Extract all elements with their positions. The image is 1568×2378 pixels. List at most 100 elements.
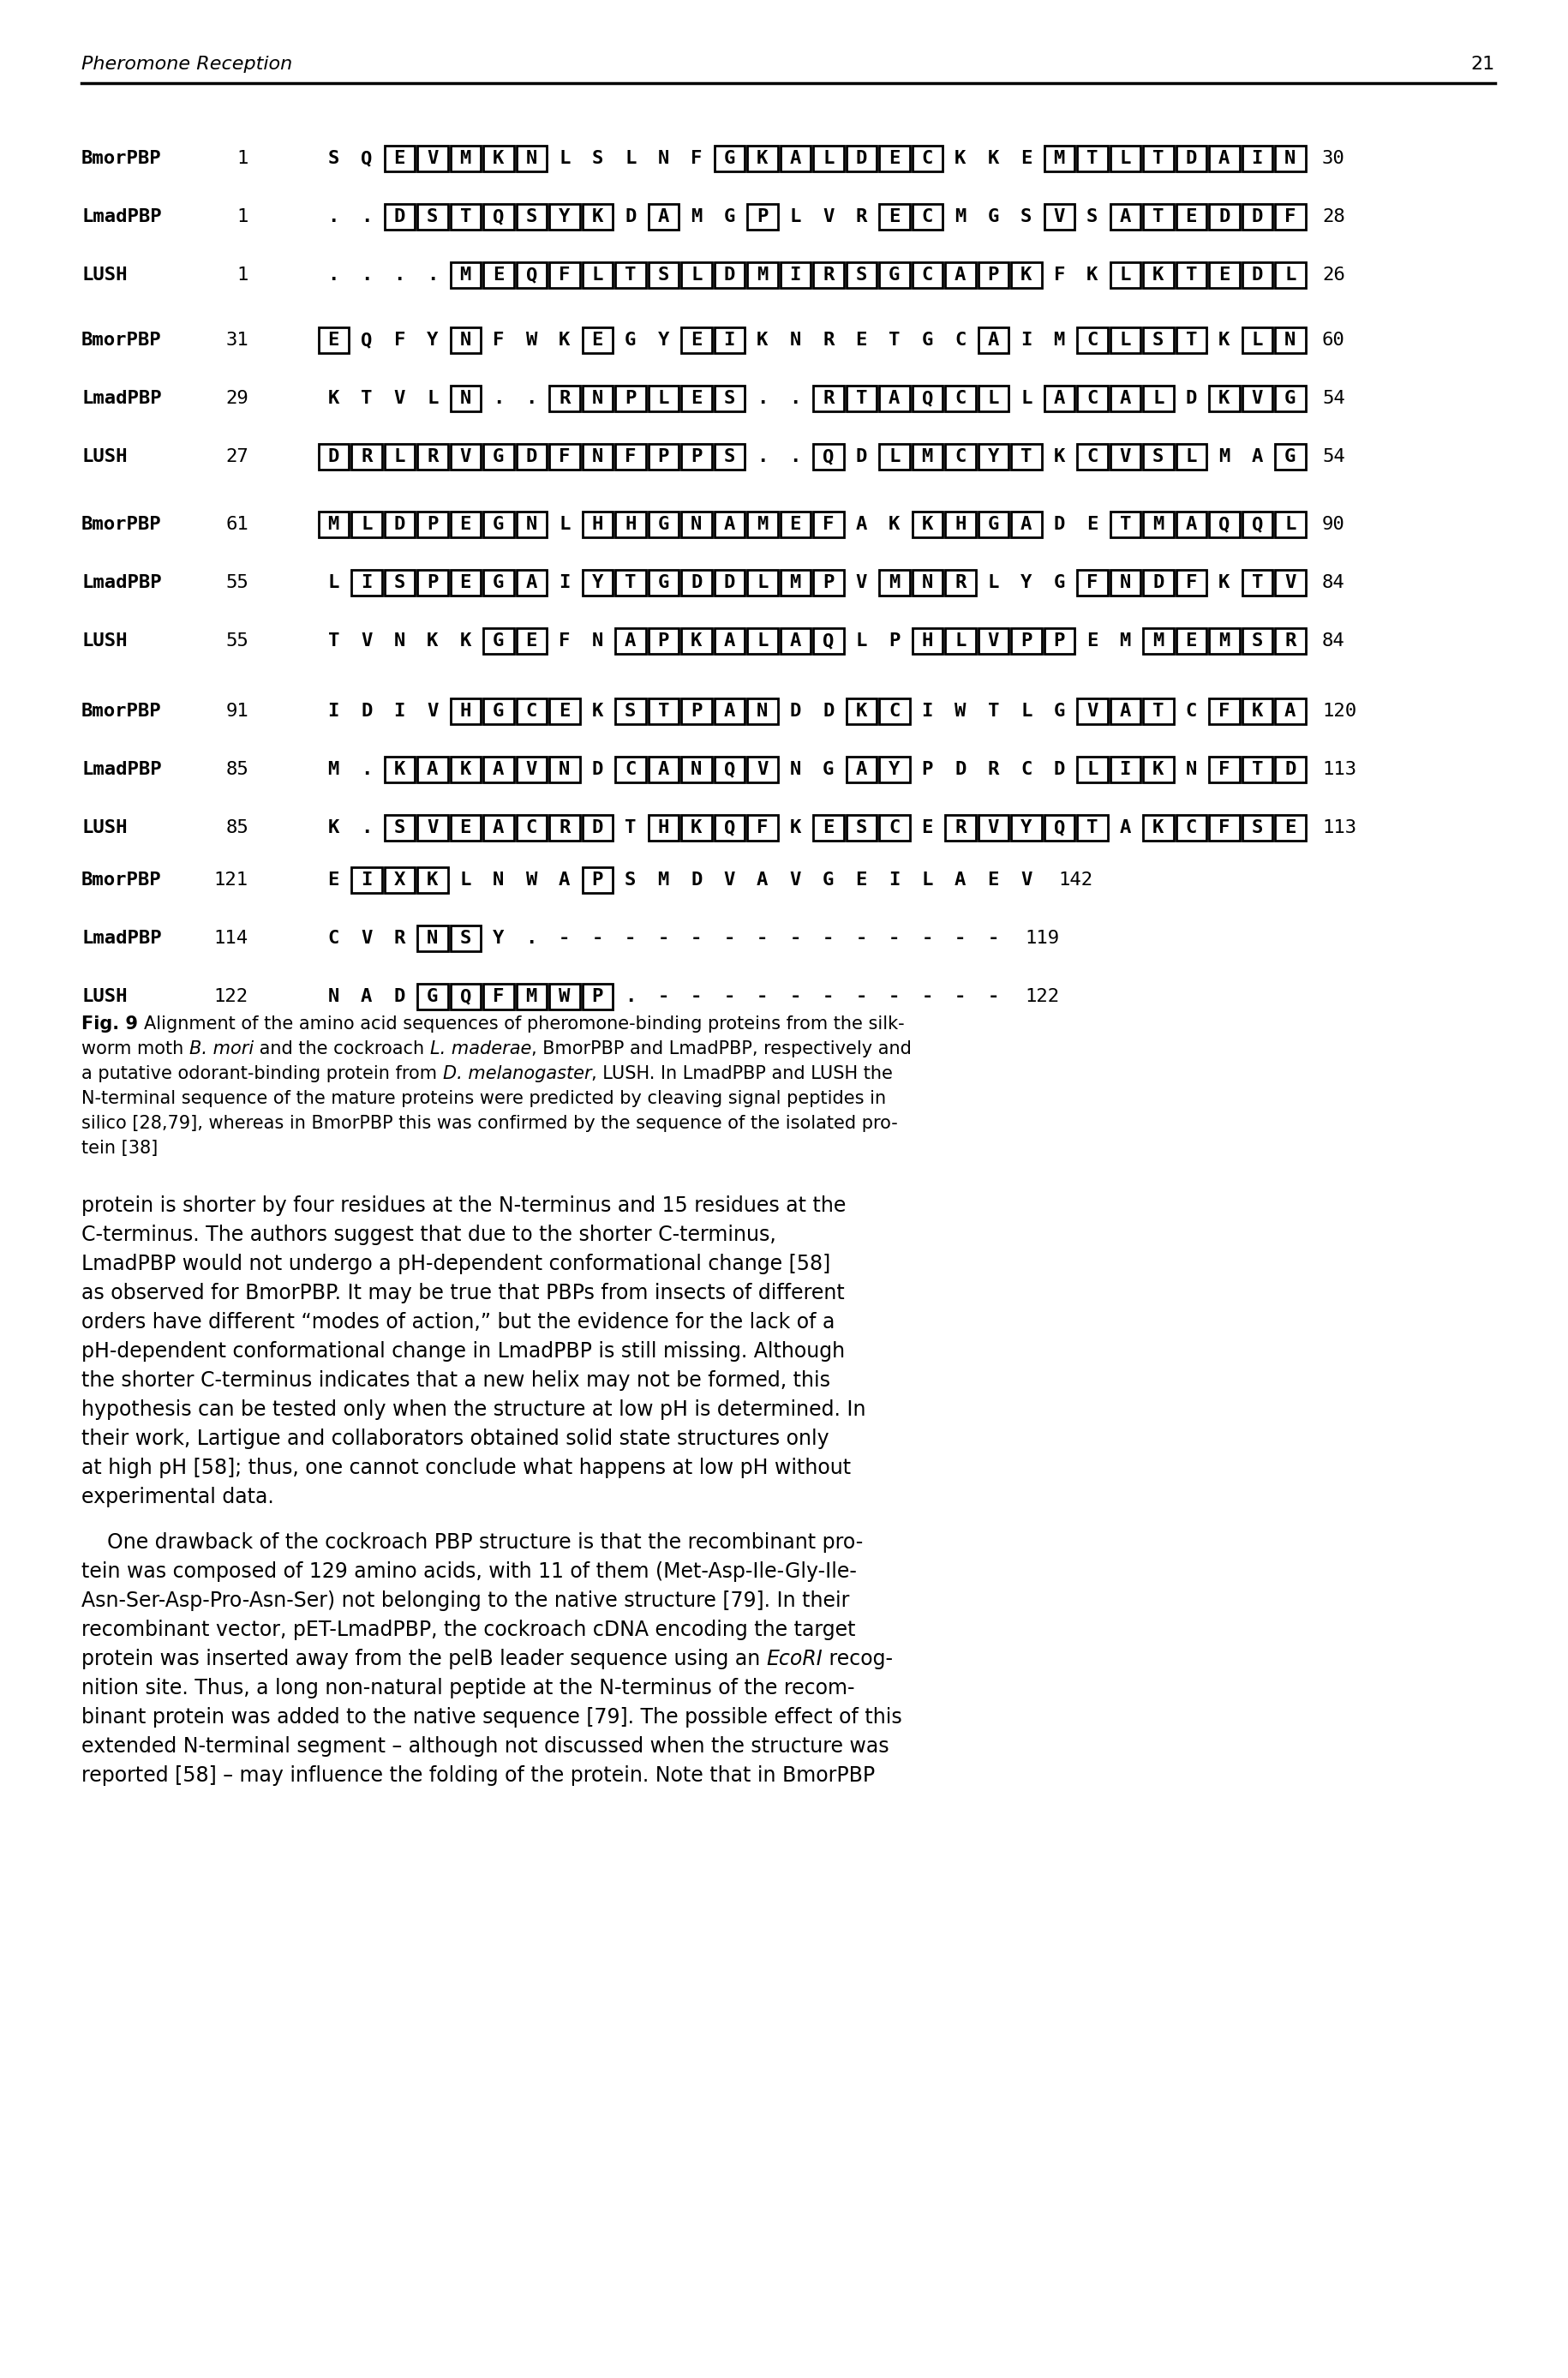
Bar — [1110, 145, 1140, 171]
Text: M: M — [889, 573, 900, 592]
Text: 55: 55 — [226, 633, 248, 649]
Text: M: M — [1152, 633, 1163, 649]
Bar — [549, 816, 580, 842]
Text: 84: 84 — [1322, 633, 1345, 649]
Bar — [582, 328, 613, 352]
Text: P: P — [1054, 633, 1065, 649]
Bar — [681, 816, 712, 842]
Bar — [1209, 205, 1239, 231]
Text: 85: 85 — [226, 761, 248, 778]
Text: .: . — [361, 820, 372, 837]
Text: M: M — [1120, 633, 1131, 649]
Text: W: W — [525, 331, 538, 350]
Text: P: P — [988, 266, 999, 283]
Text: V: V — [1087, 702, 1098, 721]
Text: BmorPBP: BmorPBP — [82, 331, 162, 350]
Text: L: L — [790, 209, 801, 226]
Text: K: K — [955, 150, 966, 166]
Text: K: K — [1218, 331, 1229, 350]
Text: K: K — [492, 150, 505, 166]
Text: K: K — [459, 633, 472, 649]
Text: P: P — [922, 761, 933, 778]
Text: -: - — [657, 930, 670, 946]
Text: L: L — [988, 390, 999, 407]
Bar — [450, 205, 481, 231]
Text: N: N — [591, 633, 604, 649]
Text: A: A — [1185, 516, 1196, 533]
Text: V: V — [1021, 870, 1032, 889]
Text: .: . — [328, 209, 339, 226]
Text: N: N — [1284, 331, 1295, 350]
Bar — [880, 816, 909, 842]
Text: L: L — [558, 516, 571, 533]
Text: K: K — [790, 820, 801, 837]
Text: S: S — [724, 390, 735, 407]
Bar — [516, 984, 547, 1011]
Bar — [946, 816, 975, 842]
Text: G: G — [823, 870, 834, 889]
Bar — [417, 445, 448, 468]
Bar — [1011, 511, 1041, 537]
Text: R: R — [823, 266, 834, 283]
Text: .: . — [525, 930, 538, 946]
Text: EcoRI: EcoRI — [767, 1648, 823, 1669]
Text: K: K — [922, 516, 933, 533]
Text: -: - — [856, 930, 867, 946]
Bar — [814, 385, 844, 411]
Bar — [978, 262, 1008, 288]
Bar — [450, 984, 481, 1011]
Text: Q: Q — [459, 987, 472, 1006]
Bar — [748, 699, 778, 725]
Text: V: V — [361, 633, 372, 649]
Text: T: T — [1251, 573, 1262, 592]
Bar — [318, 328, 348, 352]
Text: 84: 84 — [1322, 573, 1345, 592]
Text: silico [28,79], whereas in BmorPBP this was confirmed by the sequence of the iso: silico [28,79], whereas in BmorPBP this … — [82, 1115, 898, 1132]
Bar — [549, 262, 580, 288]
Bar — [483, 984, 514, 1011]
Text: BmorPBP: BmorPBP — [82, 870, 162, 889]
Text: L: L — [459, 870, 472, 889]
Text: N: N — [591, 390, 604, 407]
Text: F: F — [823, 516, 834, 533]
Text: P: P — [823, 573, 834, 592]
Text: D: D — [690, 870, 702, 889]
Bar — [880, 571, 909, 594]
Text: .: . — [790, 447, 801, 466]
Bar — [384, 756, 414, 782]
Text: at high pH [58]; thus, one cannot conclude what happens at low pH without: at high pH [58]; thus, one cannot conclu… — [82, 1458, 851, 1479]
Text: A: A — [657, 209, 670, 226]
Bar — [1077, 445, 1107, 468]
Bar — [615, 385, 646, 411]
Text: B. mori: B. mori — [190, 1039, 254, 1058]
Text: -: - — [790, 987, 801, 1006]
Text: E: E — [1087, 516, 1098, 533]
Text: E: E — [492, 266, 505, 283]
Text: A: A — [525, 573, 538, 592]
Text: E: E — [856, 331, 867, 350]
Bar — [946, 445, 975, 468]
Text: F: F — [1054, 266, 1065, 283]
Text: R: R — [823, 390, 834, 407]
Text: , BmorPBP and LmadPBP, respectively and: , BmorPBP and LmadPBP, respectively and — [532, 1039, 911, 1058]
Text: T: T — [856, 390, 867, 407]
Bar — [681, 262, 712, 288]
Text: C: C — [525, 702, 538, 721]
Text: C: C — [1087, 447, 1098, 466]
Text: -: - — [856, 987, 867, 1006]
Text: 60: 60 — [1322, 331, 1345, 350]
Text: S: S — [394, 573, 405, 592]
Text: 113: 113 — [1322, 820, 1356, 837]
Text: T: T — [624, 573, 637, 592]
Text: I: I — [558, 573, 571, 592]
Bar — [1143, 445, 1173, 468]
Text: pH-dependent conformational change in LmadPBP is still missing. Although: pH-dependent conformational change in Lm… — [82, 1341, 845, 1363]
Bar — [648, 571, 679, 594]
Text: M: M — [657, 870, 670, 889]
Bar — [781, 511, 811, 537]
Text: A: A — [1021, 516, 1032, 533]
Text: D: D — [1251, 266, 1262, 283]
Text: L: L — [1251, 331, 1262, 350]
Text: L: L — [1152, 390, 1163, 407]
Bar — [1110, 445, 1140, 468]
